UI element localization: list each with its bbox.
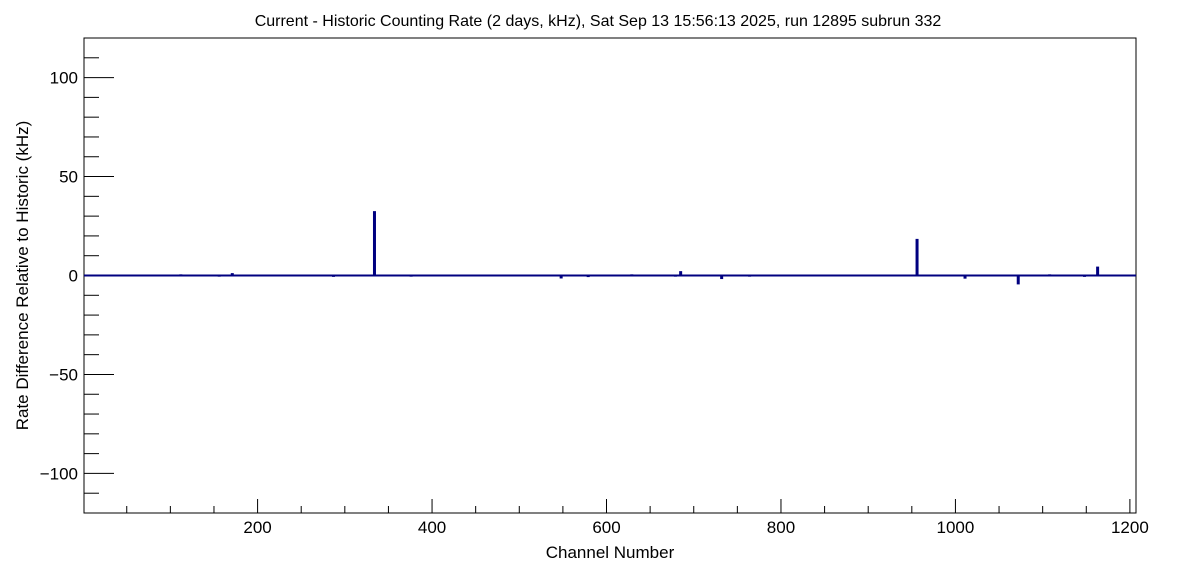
y-tick-label: 100 bbox=[50, 69, 78, 88]
x-tick-label: 1200 bbox=[1111, 518, 1149, 537]
y-tick-label: 50 bbox=[59, 168, 78, 187]
x-tick-label: 1000 bbox=[937, 518, 975, 537]
y-tick-label: −100 bbox=[40, 464, 78, 483]
x-tick-label: 600 bbox=[592, 518, 620, 537]
axis-ticks bbox=[84, 57, 1131, 513]
axis-tick-labels: 200 400 600 800 1000 1200 −100 −50 0 50 100 bbox=[40, 69, 1149, 537]
x-tick-label: 800 bbox=[767, 518, 795, 537]
y-tick-label: 0 bbox=[69, 267, 78, 286]
y-tick-label: −50 bbox=[49, 365, 78, 384]
x-axis-title: Channel Number bbox=[546, 543, 675, 562]
x-tick-label: 200 bbox=[243, 518, 271, 537]
x-tick-label: 400 bbox=[418, 518, 446, 537]
y-axis-title: Rate Difference Relative to Historic (kH… bbox=[13, 121, 32, 431]
data-bars bbox=[179, 211, 1100, 285]
chart-title: Current - Historic Counting Rate (2 days… bbox=[255, 13, 942, 30]
